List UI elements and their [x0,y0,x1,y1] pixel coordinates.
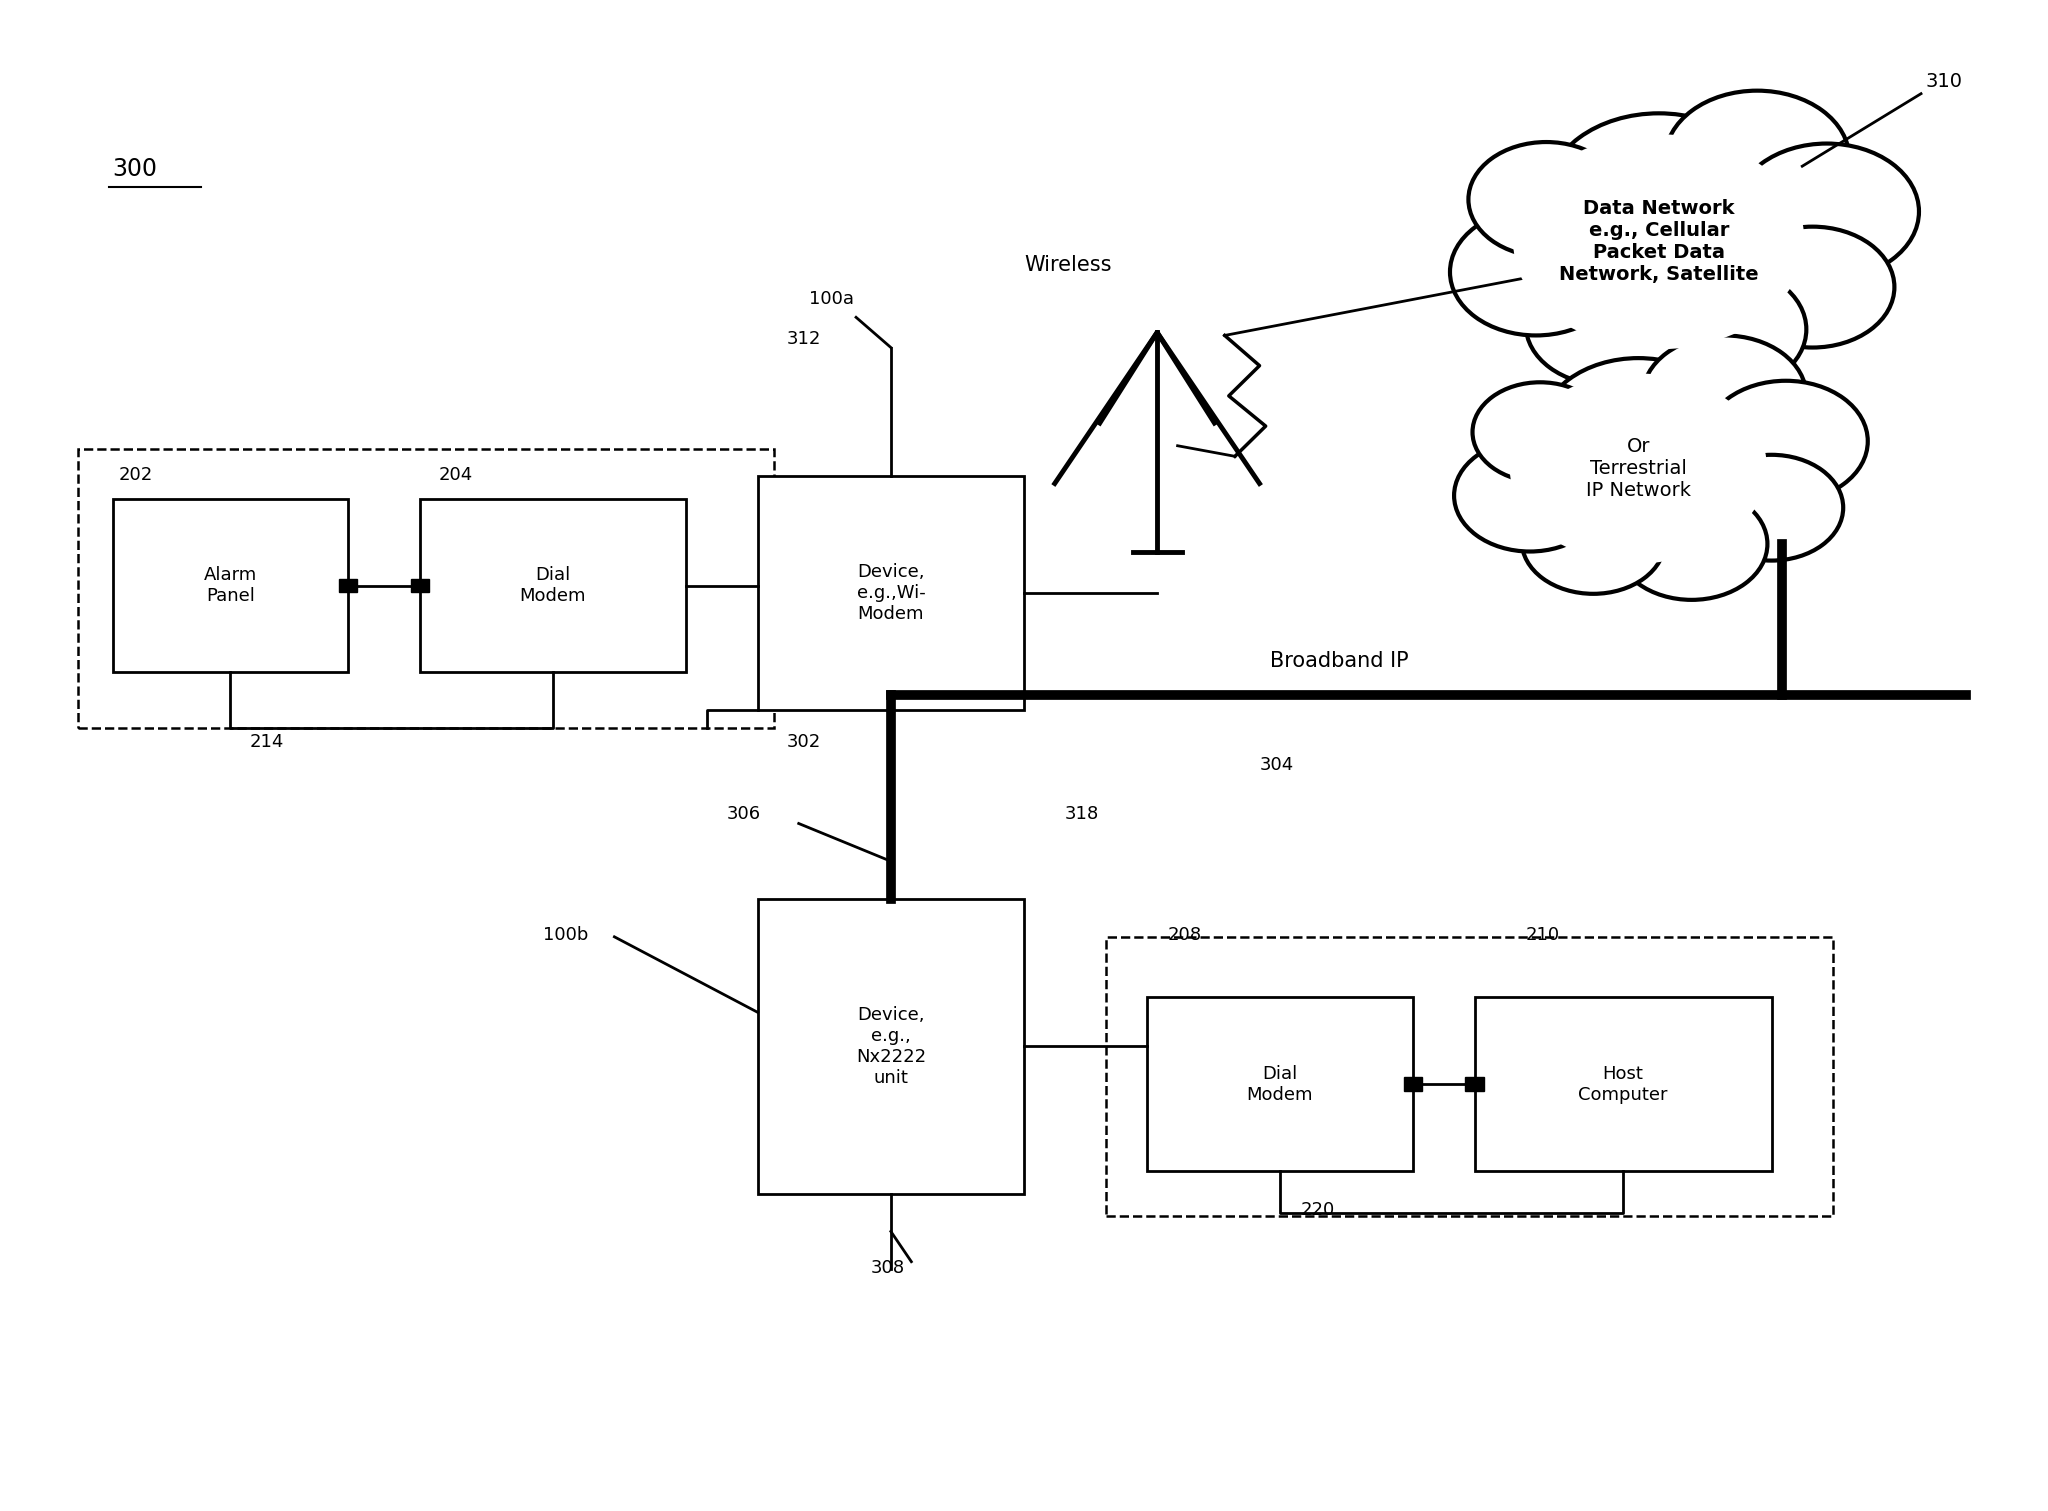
Text: 302: 302 [786,733,821,751]
Text: 304: 304 [1260,756,1294,774]
Circle shape [1616,488,1767,600]
Text: 100b: 100b [543,926,588,944]
Circle shape [1665,91,1849,227]
Circle shape [1450,209,1622,335]
Bar [1106,937,1833,1216]
Text: 318: 318 [1065,805,1100,823]
Bar [410,579,430,592]
Circle shape [1526,264,1690,385]
Text: Or
Terrestrial
IP Network: Or Terrestrial IP Network [1585,437,1692,500]
Circle shape [1700,455,1843,561]
Text: 210: 210 [1526,926,1561,944]
Text: 306: 306 [727,805,762,823]
Text: 204: 204 [438,465,473,484]
Text: Wireless: Wireless [1024,255,1112,275]
Bar [1405,1077,1423,1091]
Text: 310: 310 [1925,71,1962,91]
Circle shape [1642,335,1806,456]
Bar [78,449,774,728]
Circle shape [1546,113,1772,280]
Text: 202: 202 [119,465,154,484]
Circle shape [1704,381,1868,502]
Text: 214: 214 [250,733,285,751]
Text: 308: 308 [870,1259,905,1277]
Text: Broadband IP: Broadband IP [1270,651,1409,671]
Text: Data Network
e.g., Cellular
Packet Data
Network, Satellite: Data Network e.g., Cellular Packet Data … [1559,199,1759,284]
Circle shape [1540,358,1737,503]
Bar [758,899,1024,1194]
Circle shape [1513,134,1804,349]
Bar [1466,1077,1483,1091]
Text: 208: 208 [1167,926,1202,944]
Circle shape [1468,142,1624,257]
Text: Alarm
Panel: Alarm Panel [203,567,258,604]
Text: Device,
e.g.,Wi-
Modem: Device, e.g.,Wi- Modem [856,564,926,623]
Circle shape [1731,227,1894,348]
Text: Host
Computer: Host Computer [1579,1065,1667,1103]
Bar [758,476,1024,710]
Text: 220: 220 [1300,1201,1335,1219]
Circle shape [1522,488,1665,594]
Text: Dial
Modem: Dial Modem [520,567,586,604]
Text: Device,
e.g.,
Nx2222
unit: Device, e.g., Nx2222 unit [856,1006,926,1086]
Bar [1147,997,1413,1171]
Text: 100a: 100a [809,290,854,308]
Circle shape [1454,440,1606,552]
Circle shape [1735,144,1919,280]
Bar [1475,997,1772,1171]
Bar [113,499,348,672]
Bar [340,579,358,592]
Circle shape [1473,382,1608,482]
Text: 300: 300 [113,157,158,181]
Text: 312: 312 [786,329,821,348]
Bar [420,499,686,672]
Circle shape [1634,266,1806,393]
Text: Dial
Modem: Dial Modem [1247,1065,1313,1103]
Circle shape [1509,373,1767,564]
